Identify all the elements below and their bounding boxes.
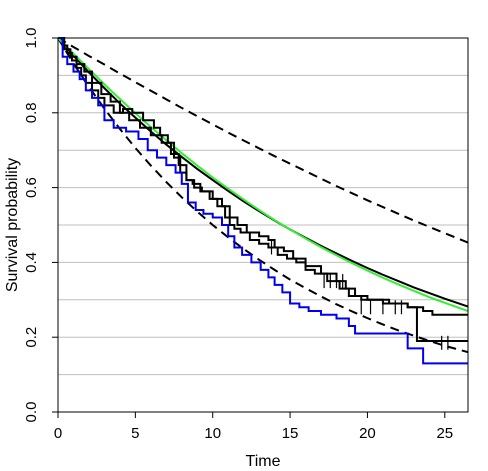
censor-marks (270, 240, 449, 350)
confidence-band-line-1 (57, 37, 469, 244)
confidence-band-line-2 (57, 37, 469, 354)
y-tick-label: 0.0 (23, 402, 40, 423)
fitted-curve-3 (57, 37, 469, 308)
y-tick-label: 0.6 (23, 177, 40, 198)
x-tick-label: 20 (359, 425, 376, 442)
x-tick-label: 10 (204, 425, 221, 442)
y-axis-label: Survival probability (4, 158, 21, 292)
fitted-curve-4 (57, 37, 469, 312)
x-axis-ticks: 0 5 10 15 20 25 (54, 412, 453, 442)
y-tick-label: 0.2 (23, 327, 40, 348)
plot-frame (57, 37, 469, 413)
x-tick-label: 5 (131, 425, 139, 442)
y-tick-label: 0.4 (23, 252, 40, 273)
series-layer (57, 37, 469, 365)
x-tick-label: 15 (282, 425, 299, 442)
y-tick-label: 0.8 (23, 102, 40, 123)
x-axis-label: Time (246, 453, 281, 470)
km-step-line-7 (58, 37, 468, 365)
x-tick-label: 25 (436, 425, 453, 442)
grid-lines (58, 74, 468, 376)
y-tick-label: 1.0 (23, 28, 40, 49)
km-step-line-5 (58, 37, 468, 316)
y-axis-ticks: 0.0 0.2 0.4 0.6 0.8 1.0 (23, 28, 58, 423)
x-tick-label: 0 (54, 425, 62, 442)
km-step-line-6 (58, 37, 468, 342)
